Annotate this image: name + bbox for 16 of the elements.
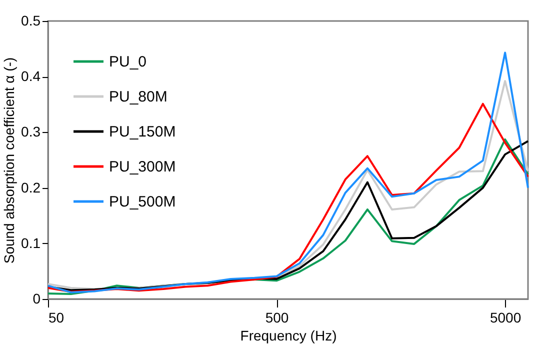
x-axis-title: Frequency (Hz) — [240, 328, 337, 344]
legend-label: PU_150M — [109, 124, 176, 140]
x-tick-label: 5000 — [490, 310, 522, 326]
legend-label: PU_300M — [109, 158, 176, 176]
y-axis-title: Sound absorption coefficient α (-) — [1, 57, 18, 264]
y-tick-label: 0.5 — [21, 12, 41, 28]
legend-label: PU_80M — [109, 88, 168, 106]
y-tick-label: 0.3 — [21, 124, 41, 140]
legend-label: PU_500M — [109, 194, 176, 210]
y-tick-label: 0 — [32, 290, 41, 306]
y-tick-label: 0.1 — [21, 234, 41, 251]
x-tick-label: 500 — [265, 310, 289, 326]
x-tick-label: 50 — [48, 310, 64, 326]
y-tick-label: 0.2 — [21, 179, 41, 196]
legend-label: PU_0 — [109, 54, 147, 70]
y-tick-label: 0.4 — [21, 68, 41, 84]
